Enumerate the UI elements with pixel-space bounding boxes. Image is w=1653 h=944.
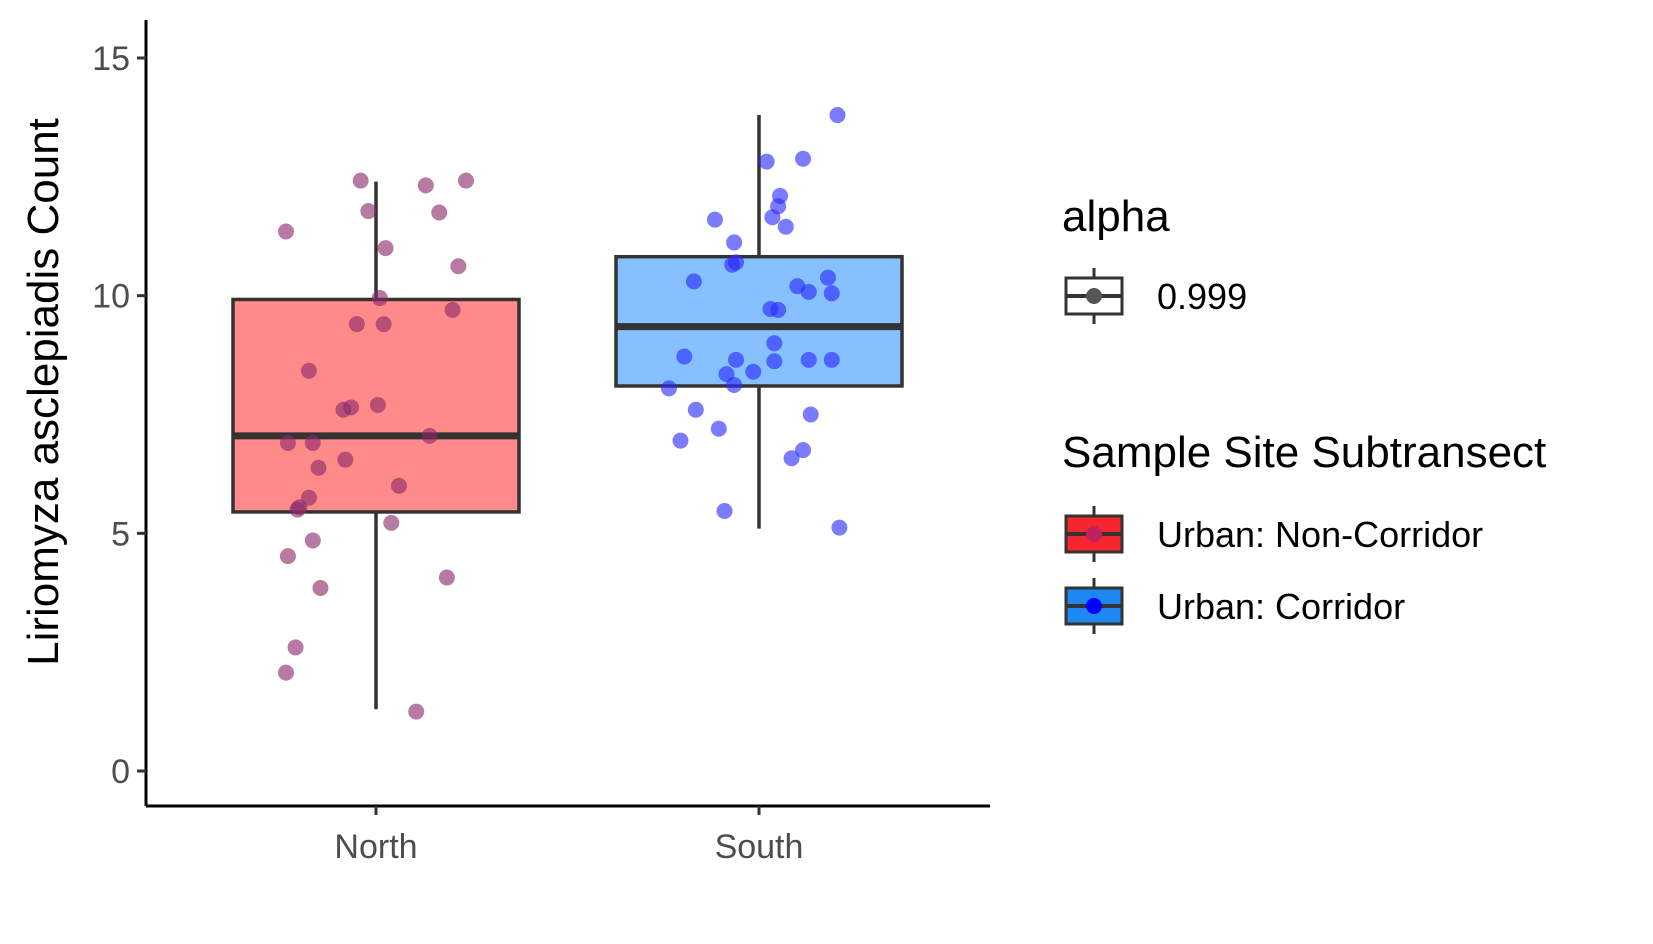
data-point [710,420,727,437]
legend: alpha Sample Site Subtransect 0.999 Urban… [1062,192,1546,634]
axes: Liriomyza asclepiadis Count 0 5 10 15 North S… [19,20,990,866]
data-point [676,348,693,365]
plot-area [231,107,904,720]
data-point [800,283,817,300]
data-point [766,353,783,370]
data-point [800,351,817,368]
box-group-north [231,181,521,710]
data-point [371,290,388,307]
data-point [444,301,461,318]
data-point [819,269,836,286]
y-tick-label: 15 [92,40,130,78]
data-point [390,477,407,494]
data-point [352,172,369,189]
legend-key-site [1064,506,1124,562]
legend-label-alpha: 0.999 [1157,276,1247,317]
data-point [728,254,745,271]
data-point [783,450,800,467]
data-point [660,380,677,397]
data-point [304,435,321,452]
data-point [279,548,296,565]
data-point [343,399,360,416]
data-point [672,432,689,449]
box-group-south [614,115,904,529]
legend-key-alpha [1064,268,1124,324]
data-point [795,150,812,167]
data-point [337,451,354,468]
data-point [823,285,840,302]
data-point [421,427,438,444]
data-point [726,377,743,394]
data-point [348,316,365,333]
legend-title-alpha: alpha [1062,192,1170,241]
points-south [660,107,848,536]
data-point [685,273,702,290]
legend-key-point [1086,526,1102,542]
y-tick-label: 10 [92,278,130,316]
data-point [745,363,762,380]
legend-key-point [1086,288,1102,304]
data-point [377,240,394,257]
legend-label-site: Urban: Non-Corridor [1157,514,1483,555]
data-point [279,435,296,452]
y-axis-title: Liriomyza asclepiadis Count [19,118,68,666]
data-point [458,172,475,189]
data-point [312,579,329,596]
data-point [823,351,840,368]
data-point [795,442,812,459]
data-point [831,519,848,536]
data-point [375,316,392,333]
box-south [614,254,904,388]
data-point [777,218,794,235]
data-point [764,209,781,226]
data-point [758,153,775,170]
data-point [802,406,819,423]
data-point [450,258,467,275]
data-point [716,502,733,519]
y-tick-label: 0 [111,753,130,791]
x-tick-label: North [334,828,417,866]
data-point [687,401,704,418]
data-point [770,301,787,318]
data-point [369,396,386,413]
data-point [431,204,448,221]
data-point [291,499,308,516]
legend-key-site [1064,578,1124,634]
data-point [300,362,317,379]
data-point [408,703,425,720]
data-point [726,234,743,251]
data-point [766,335,783,352]
data-point [287,639,304,656]
data-point [728,351,745,368]
points-north [277,172,475,720]
data-point [277,664,294,681]
y-tick-label: 5 [111,515,130,553]
data-point [360,203,377,220]
data-point [277,223,294,240]
data-point [304,532,321,549]
x-tick-label: South [715,828,804,866]
legend-key-point [1086,598,1102,614]
legend-title-site: Sample Site Subtransect [1062,428,1546,477]
data-point [438,569,455,586]
data-point [383,514,400,531]
data-point [706,211,723,228]
legend-label-site: Urban: Corridor [1157,586,1405,627]
data-point [829,107,846,124]
data-point [310,459,327,476]
data-point [417,177,434,194]
